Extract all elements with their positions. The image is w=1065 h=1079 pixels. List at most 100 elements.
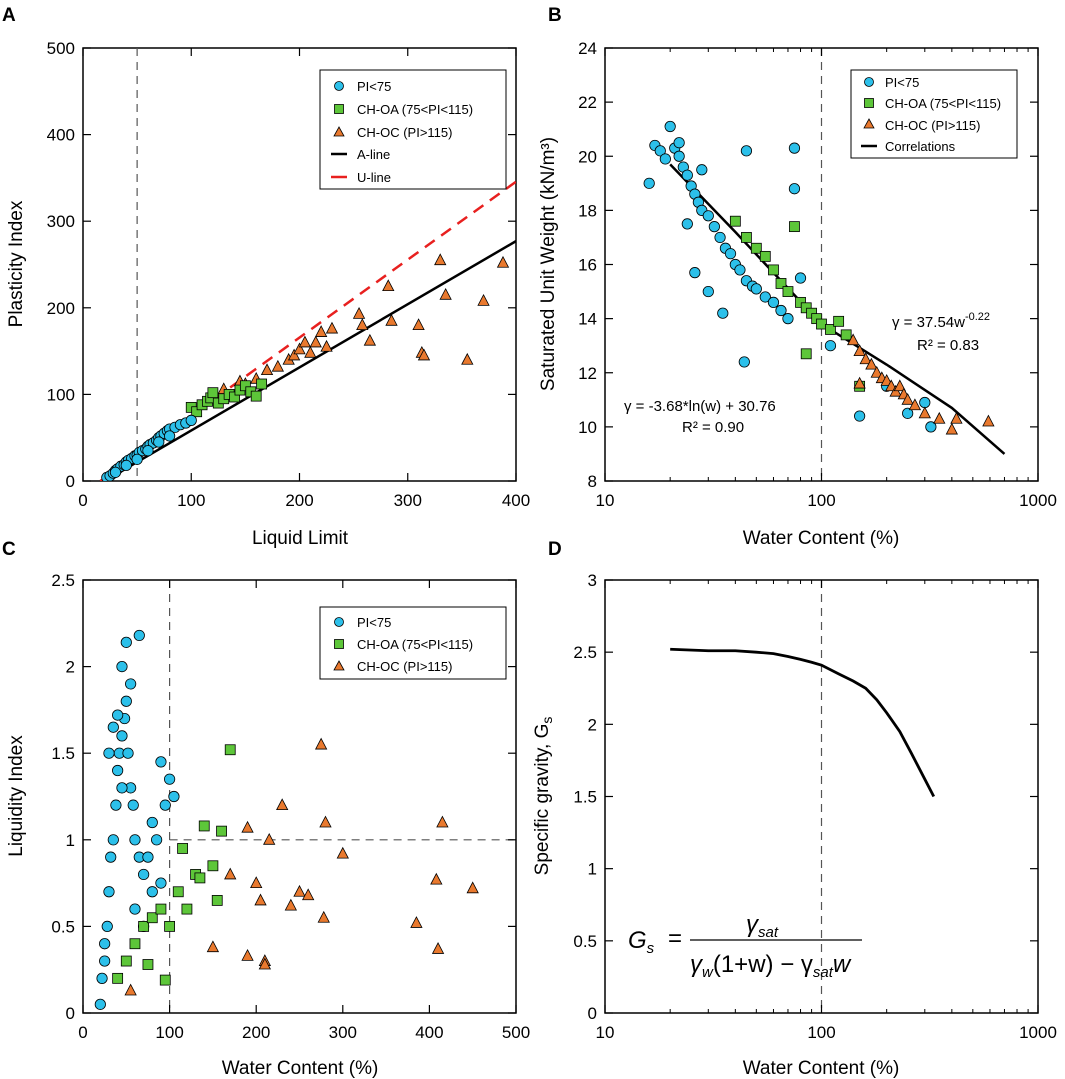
choc-point <box>241 948 254 961</box>
pi75-point <box>120 695 132 707</box>
choc-point <box>356 318 369 331</box>
x-tick-label: 300 <box>329 1023 357 1042</box>
y-tick-label: 24 <box>578 39 597 58</box>
choc-point <box>293 342 306 355</box>
y-tick-label: 1.5 <box>573 788 597 807</box>
choc-point <box>254 893 267 906</box>
pi75-point <box>142 445 154 457</box>
choa-point <box>239 380 251 392</box>
pi75-point <box>681 218 693 230</box>
choc-point <box>124 983 137 996</box>
y-tick-label: 8 <box>588 472 597 491</box>
panel-label-d: D <box>548 539 562 560</box>
pi75-point <box>164 773 176 785</box>
pi75-point <box>717 307 729 319</box>
y-axis-label-b: Saturated Unit Weight (kN/m³) <box>538 137 559 391</box>
choc-point <box>908 398 922 411</box>
x-tick-label: 100 <box>155 1023 183 1042</box>
choc-point <box>276 798 289 811</box>
x-tick-label: 0 <box>78 1023 87 1042</box>
choc-point <box>363 333 377 346</box>
x-tick-label: 400 <box>415 1023 443 1042</box>
y-tick-label: 200 <box>47 299 75 318</box>
pi75-point <box>103 886 115 898</box>
pi75-point <box>659 153 671 165</box>
choc-point <box>880 374 893 386</box>
y-tick-label: 16 <box>578 256 597 275</box>
choa-point <box>795 296 806 308</box>
choa-point <box>146 912 158 924</box>
x-axis-label-b: Water Content (%) <box>743 528 900 549</box>
y-tick-label: 0.5 <box>573 932 597 951</box>
x-tick-label: 10 <box>596 1023 615 1042</box>
pi75-point <box>681 169 693 181</box>
choc-point <box>945 422 959 435</box>
choa-point <box>750 242 762 254</box>
pi75-point <box>702 210 714 222</box>
choc-point <box>950 411 963 424</box>
pi75-point <box>788 142 801 154</box>
choc-point <box>466 881 479 894</box>
choc-point <box>206 940 220 953</box>
choc-point <box>325 321 339 334</box>
choa-point <box>194 872 206 884</box>
choc-point <box>846 333 860 346</box>
pi75-point <box>116 660 128 673</box>
panel-label-c: C <box>2 539 16 560</box>
pi75-point <box>750 283 762 295</box>
choc-point <box>477 294 490 306</box>
pi75-point <box>109 466 122 478</box>
y-tick-label: 14 <box>578 310 597 329</box>
choc-point <box>320 339 333 352</box>
legend-label-choa-c: CH-OA (75<PI<115) <box>357 637 473 652</box>
pi75-point <box>164 430 176 442</box>
pi75-point <box>138 868 150 881</box>
pi75-point <box>708 221 720 233</box>
choc-point <box>260 363 274 376</box>
y-tick-label: 12 <box>578 364 597 383</box>
pi75-point <box>673 150 685 162</box>
pi75-point <box>120 459 132 472</box>
pi75-point <box>153 436 165 448</box>
pi75-point <box>689 267 701 279</box>
pi75-point <box>643 177 655 189</box>
pi75-point <box>99 938 111 950</box>
choc-point <box>434 253 447 266</box>
annotation-power-eq: γ = 37.54w-0.22 <box>892 311 990 331</box>
choa-point <box>138 921 150 932</box>
panel-label-b: B <box>548 5 562 26</box>
y-axis-label-a: Plasticity Index <box>6 200 27 327</box>
legend-marker-pi75-b <box>864 77 874 87</box>
a-line-line <box>104 240 516 481</box>
legend-label-pi75-b: PI<75 <box>885 75 919 90</box>
choa-point <box>250 390 262 402</box>
pi75-point <box>159 799 171 811</box>
pi75-point <box>133 629 145 642</box>
pi75-point <box>902 407 914 419</box>
y-tick-label: 0 <box>66 472 75 491</box>
legend-label-uline: U-line <box>357 170 391 185</box>
choc-point <box>298 335 312 348</box>
y-tick-label: 1 <box>66 831 75 850</box>
x-tick-label: 1000 <box>1019 1023 1057 1042</box>
pi75-point <box>151 834 163 846</box>
x-tick-label: 300 <box>394 491 422 510</box>
choc-point <box>859 352 872 365</box>
choc-point <box>853 376 866 389</box>
legend-marker-choa-b <box>864 98 874 108</box>
x-axis-label-c: Water Content (%) <box>222 1058 379 1079</box>
x-tick-label: 500 <box>502 1023 530 1042</box>
choc-point <box>439 287 452 300</box>
y-tick-label: 2.5 <box>51 571 75 590</box>
pi75-point <box>925 421 937 433</box>
choc-point <box>271 359 285 372</box>
pi75-point <box>107 721 119 733</box>
choa-point <box>142 959 154 970</box>
choa-point <box>177 843 188 854</box>
choc-point <box>410 916 423 928</box>
pi75-point <box>664 120 676 133</box>
legend-marker-choc-c <box>333 660 345 671</box>
choa-point <box>768 264 779 276</box>
choa-point <box>224 744 236 756</box>
panel-c: C 0 100 200 300 400 500 0 0.5 1 1.5 2 2.5 Water Con… <box>2 539 530 1079</box>
